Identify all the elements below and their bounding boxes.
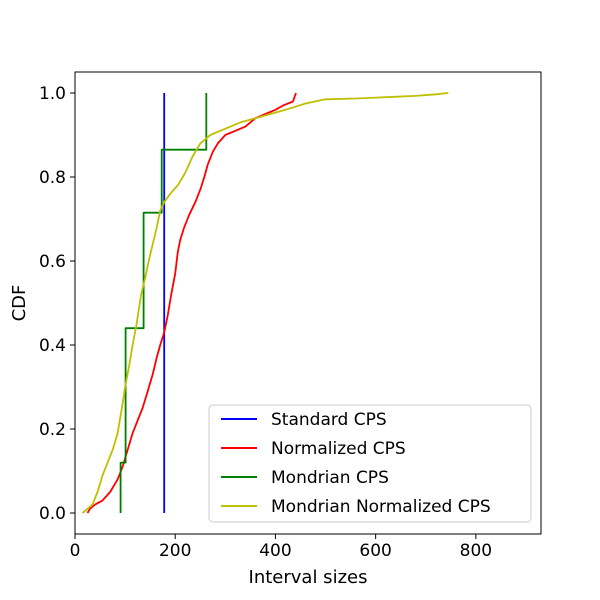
x-tick-label: 200 (159, 541, 191, 561)
legend: Standard CPS Normalized CPS Mondrian CPS Mo… (208, 404, 532, 523)
x-tick-label: 800 (460, 541, 492, 561)
plot-lines (81, 92, 449, 514)
y-tick-label: 0.0 (39, 504, 66, 524)
legend-entry: Mondrian Normalized CPS (271, 497, 491, 517)
x-tick-label: 0 (70, 541, 81, 561)
y-axis-ticks: 0.0 0.2 0.4 0.6 0.8 1.0 (39, 84, 75, 524)
legend-entry: Normalized CPS (271, 439, 406, 459)
series-line-2 (119, 93, 208, 513)
series-line-3 (81, 92, 449, 514)
x-axis-label: Interval sizes (249, 567, 368, 588)
x-tick-label: 400 (259, 541, 291, 561)
y-tick-label: 0.8 (39, 168, 66, 188)
legend-entry: Standard CPS (271, 410, 387, 430)
x-axis-ticks: 0 200 400 600 800 (70, 534, 492, 561)
y-tick-label: 0.4 (39, 336, 66, 356)
y-tick-label: 1.0 (39, 84, 66, 104)
x-tick-label: 600 (359, 541, 391, 561)
y-tick-label: 0.6 (39, 252, 66, 272)
legend-entry: Mondrian CPS (271, 468, 389, 488)
plot-frame (74, 71, 542, 535)
y-tick-label: 0.2 (39, 420, 66, 440)
legend-box (208, 404, 532, 523)
y-axis-label: CDF (9, 285, 30, 322)
